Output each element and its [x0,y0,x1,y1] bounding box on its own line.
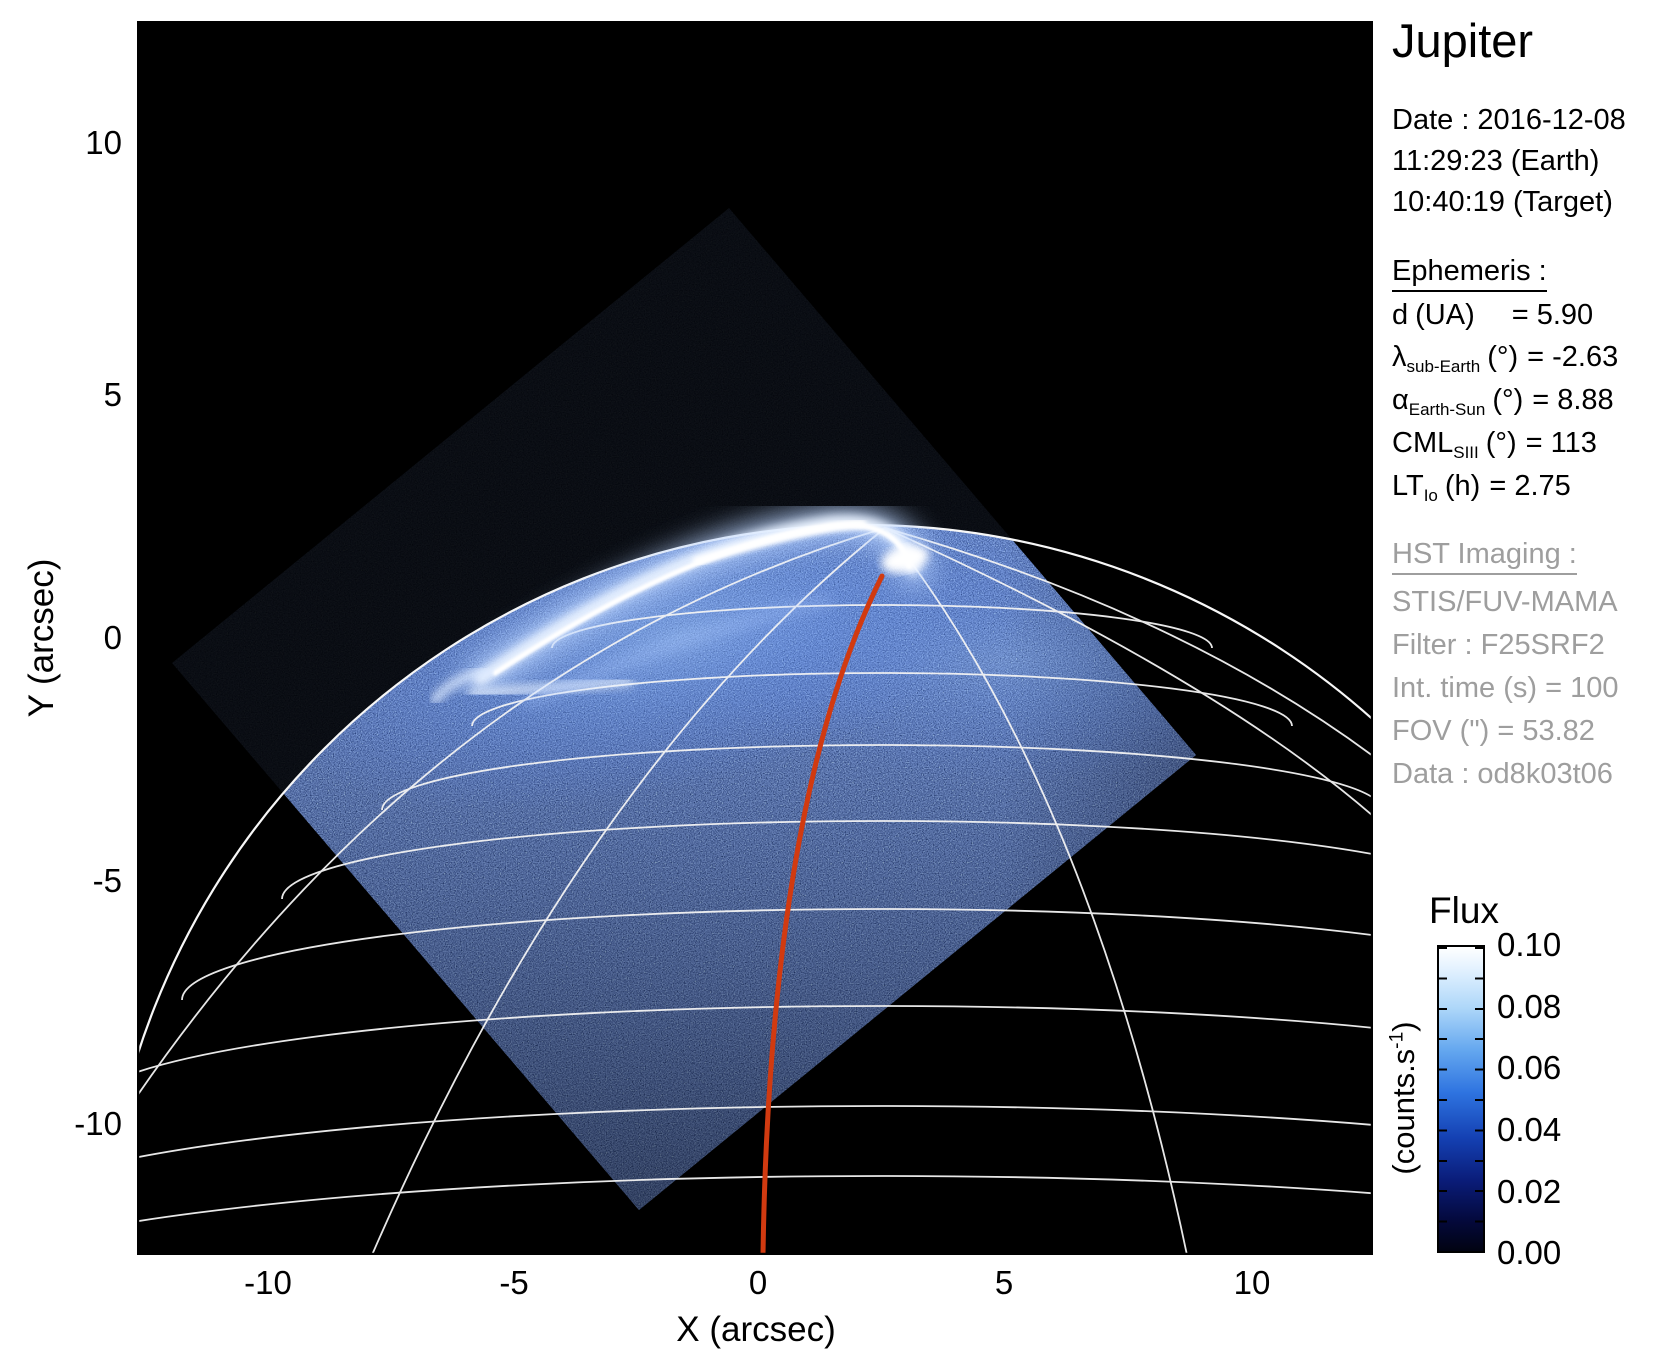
y-tick-m10: -10 [74,1105,122,1142]
ephemeris-heading: Ephemeris : [1392,255,1547,292]
x-tick-5: 5 [994,1264,1014,1301]
hst-fov: FOV (") = 53.82 [1392,715,1595,747]
ephemeris-row-distance: d (UA) = 5.90 [1392,299,1594,331]
hst-filter: Filter : F25SRF2 [1392,629,1605,661]
colorbar-label-006: 0.06 [1497,1049,1562,1086]
x-tick-10: 10 [1233,1264,1271,1301]
aurora-left-hook [430,666,494,705]
y-tick-10: 10 [85,124,122,161]
colorbar-label-010: 0.10 [1497,926,1562,963]
obs-time-earth: 11:29:23 (Earth) [1392,145,1600,177]
plot-frame [136,20,1374,1256]
colorbar-label-008: 0.08 [1497,988,1562,1025]
y-tick-m5: -5 [92,862,122,899]
x-tick-m10: -10 [244,1264,292,1301]
ephemeris-row-lambda: λsub-Earth (°) = -2.63 [1392,341,1619,376]
x-axis-title: X (arcsec) [676,1310,836,1349]
auroral-oval [430,507,930,707]
colorbar-gradient [1437,945,1485,1253]
colorbar-label-004: 0.04 [1497,1111,1562,1148]
hst-int-time: Int. time (s) = 100 [1392,672,1619,704]
plot-area [100,20,1628,1367]
ephemeris-row-lt: LTIo (h) = 2.75 [1392,470,1571,505]
hst-data-id: Data : od8k03t06 [1392,758,1613,790]
aurora-secondary-arc [523,597,831,707]
hst-instrument: STIS/FUV-MAMA [1392,586,1618,618]
hst-imaging-heading: HST Imaging : [1392,538,1577,575]
ephemeris-row-cml: CMLSIII (°) = 113 [1392,427,1597,462]
colorbar-label-000: 0.00 [1497,1234,1562,1271]
aurora-bright-spot [881,545,929,573]
y-tick-0: 0 [103,619,122,656]
colorbar-unit: (counts.s-1) [1386,1021,1421,1175]
cml-meridian-line [760,573,885,1257]
x-tick-0: 0 [748,1264,768,1301]
page-title: Jupiter [1392,14,1534,67]
obs-date: Date : 2016-12-08 [1392,104,1626,136]
colorbar-title: Flux [1429,890,1499,931]
obs-time-target: 10:40:19 (Target) [1392,186,1613,218]
y-tick-5: 5 [103,376,122,413]
jupiter-aurora-image [100,20,1628,1367]
colorbar-ticks-left [1439,947,1447,1251]
ephemeris-row-alpha: αEarth-Sun (°) = 8.88 [1392,384,1614,419]
colorbar-label-002: 0.02 [1497,1173,1562,1210]
colorbar-ticks-right [1475,947,1483,1251]
x-tick-m5: -5 [499,1264,529,1301]
y-axis-title: Y (arcsec) [22,558,61,718]
